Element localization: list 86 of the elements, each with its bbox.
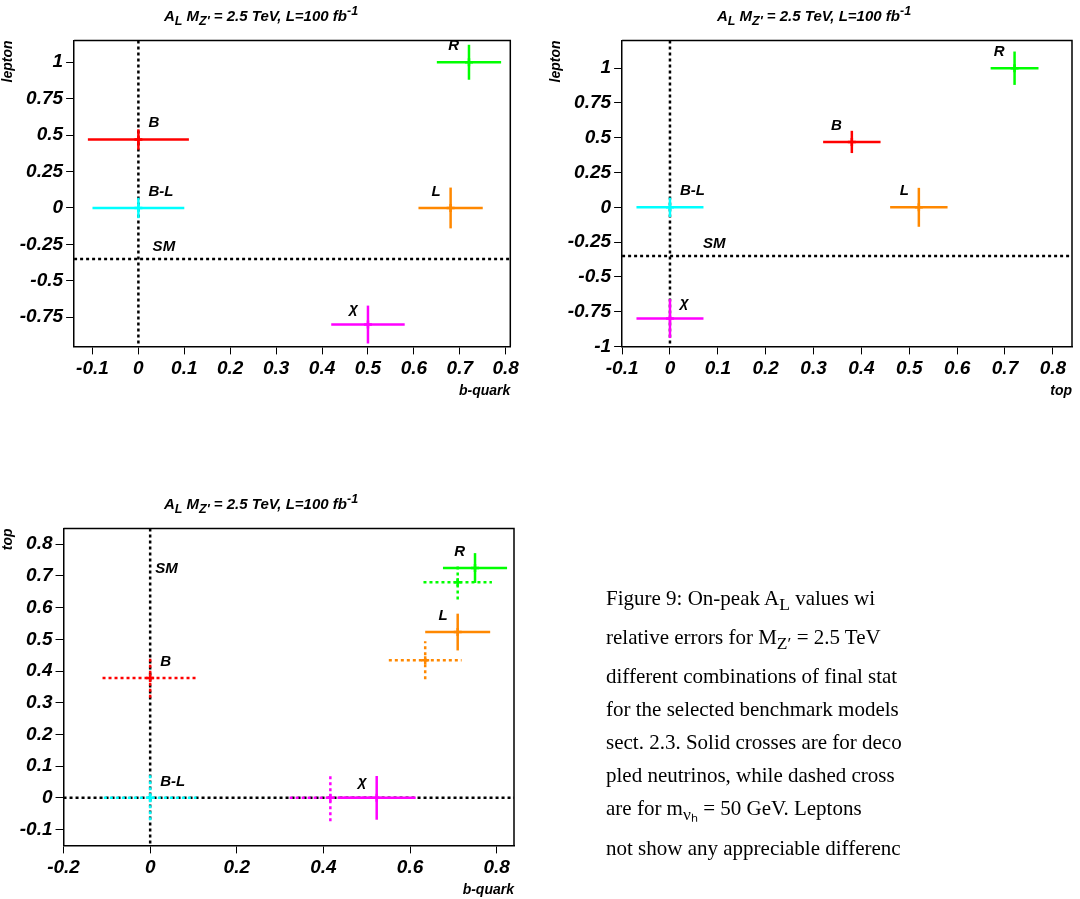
x-tick-label: 0.7 (446, 357, 475, 379)
x-tick-label: 0 (664, 357, 676, 379)
y-tick-label: 0.25 (574, 160, 612, 182)
y-tick-label: -0.25 (567, 230, 612, 252)
text: for the selected benchmark models (606, 696, 900, 724)
series-label: L (899, 181, 909, 199)
series-label: χ (356, 771, 369, 789)
y-tick-label: 0 (600, 195, 612, 217)
x-tick-label: 0.6 (400, 357, 428, 379)
caption: Figure 9: On-peak A$_{L}$ values wi (606, 585, 877, 617)
y-tick-label: 0.2 (26, 722, 53, 744)
x-tick-label: 0.4 (308, 357, 336, 379)
x-tick-label: 0.7 (991, 357, 1020, 379)
y-tick-label: 0.4 (26, 659, 53, 681)
series-label: B-L (679, 181, 705, 199)
x-axis-title: top (1050, 382, 1073, 399)
ref-line-label: SM (152, 236, 176, 254)
y-tick-label: 0 (41, 786, 53, 808)
ref-line-label: SM (703, 233, 727, 251)
y-tick-label: 0.5 (584, 126, 612, 147)
y-tick-label: -0.1 (19, 817, 53, 839)
series-label: R (454, 542, 466, 560)
x-tick-label: 0.4 (848, 357, 876, 379)
x-tick-label: 0.2 (752, 357, 780, 379)
x-tick-label: 0.3 (800, 357, 828, 379)
x-axis-title: b-quark (462, 881, 516, 898)
x-tick-label: 0.8 (1039, 357, 1067, 379)
y-tick-label: 0.25 (26, 159, 64, 181)
x-tick-label: -0.2 (47, 856, 81, 878)
y-tick-label: 0.8 (26, 532, 53, 554)
ref-line-label: SM (155, 559, 179, 577)
series-label: B (160, 652, 172, 670)
x-tick-label: 0.5 (354, 357, 382, 379)
y-tick-label: 1 (600, 56, 612, 78)
x-tick-label: 0.2 (223, 856, 251, 878)
text: relative errors for M$_{Z′}$ = 2.5 TeV (606, 624, 882, 656)
y-tick-label: -0.5 (30, 269, 64, 291)
y-tick-label: 0 (52, 196, 64, 218)
y-tick-label: 0.1 (26, 754, 53, 776)
chart-title: A$_{L}$ M$_{Z′}$ = 2.5 TeV, L=100 fb$^{-1}$ (162, 491, 360, 516)
y-axis-title: lepton (0, 40, 16, 83)
series-label: χ (677, 292, 690, 310)
x-tick-label: 0.4 (310, 856, 338, 878)
y-tick-label: 0.5 (36, 123, 64, 145)
x-tick-label: 0 (133, 357, 145, 379)
series-label: B (148, 113, 160, 131)
series-label: B-L (148, 181, 174, 199)
y-tick-label: -0.25 (19, 232, 64, 254)
text: sect. 2.3. Solid crosses are for deco (606, 729, 903, 757)
y-tick-label: 0.75 (574, 91, 612, 113)
series-label: B-L (160, 771, 186, 789)
y-axis-title: lepton (547, 40, 564, 83)
y-axis-title: top (0, 527, 16, 551)
text: are for m$_{νₕ}$ = 50 GeV. Leptons (606, 795, 863, 827)
text: different combinations of final stat (606, 663, 899, 691)
y-tick-label: -0.75 (19, 305, 64, 327)
y-tick-label: -0.75 (567, 299, 612, 321)
x-tick-label: 0.8 (483, 856, 511, 878)
x-tick-label: 0.2 (217, 357, 244, 379)
x-tick-label: 0.6 (943, 357, 971, 379)
y-tick-label: 1 (52, 50, 64, 72)
x-axis-title: b-quark (458, 382, 512, 399)
y-tick-label: 0.5 (26, 627, 53, 649)
y-tick-label: 0.7 (26, 564, 54, 586)
series-label: χ (347, 298, 360, 316)
y-tick-label: 0.75 (26, 86, 64, 108)
y-tick-label: -1 (594, 334, 612, 356)
x-tick-label: 0.8 (492, 357, 520, 379)
chart-title: A$_{L}$ M$_{Z′}$ = 2.5 TeV, L=100 fb$^{-1}$ (715, 3, 913, 28)
series-label: R (993, 42, 1005, 60)
text: pled neutrinos, while dashed cross (606, 762, 896, 790)
y-tick-label: 0.6 (26, 595, 53, 617)
x-tick-label: 0.1 (704, 357, 732, 379)
chart-title: A$_{L}$ M$_{Z′}$ = 2.5 TeV, L=100 fb$^{-1}$ (162, 3, 360, 28)
text: not show any appreciable differenc (606, 834, 902, 862)
y-tick-label: -0.5 (578, 265, 612, 287)
series-label: B (831, 115, 843, 133)
y-tick-label: 0.3 (26, 690, 53, 712)
x-tick-label: -0.1 (76, 357, 109, 379)
x-tick-label: 0 (144, 856, 156, 878)
x-tick-label: 0.6 (396, 856, 424, 878)
x-tick-label: 0.1 (171, 357, 198, 379)
x-tick-label: 0.3 (262, 357, 290, 379)
series-label: L (431, 181, 441, 199)
series-label: L (438, 606, 448, 624)
x-tick-label: 0.5 (896, 357, 923, 379)
